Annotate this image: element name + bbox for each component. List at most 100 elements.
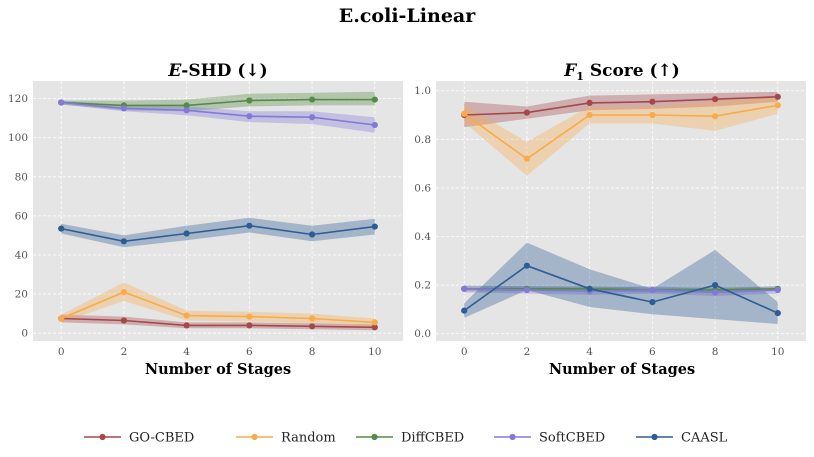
point-caasl (461, 307, 468, 314)
title-metric-f1: F (563, 61, 578, 81)
point-softcbed (309, 114, 316, 121)
y-tick-label: 0.0 (414, 328, 431, 340)
x-tick-label: 4 (586, 346, 593, 358)
legend-marker-diffcbed (371, 433, 378, 441)
x-tick-label: 0 (58, 346, 65, 358)
point-go-cbed (120, 317, 127, 324)
figure-title: E.coli-Linear (339, 5, 476, 27)
point-random (309, 315, 316, 322)
point-go-cbed (649, 98, 656, 105)
point-softcbed (523, 286, 531, 294)
x-tick-label: 10 (771, 346, 784, 358)
tick-labels-f1: 0.0 0.2 0.4 0.6 0.8 1.0 0 2 4 6 8 10 (414, 85, 784, 358)
point-caasl (523, 262, 531, 269)
point-caasl (58, 225, 65, 232)
y-tick-label: 60 (15, 210, 28, 222)
x-tick-label: 6 (649, 346, 656, 358)
point-random (523, 155, 531, 162)
x-axis-label-shd: Number of Stages (145, 361, 291, 378)
point-random (58, 315, 65, 322)
line-softcbed (61, 101, 375, 126)
band-caasl (464, 242, 778, 324)
x-axis-label-f1: Number of Stages (549, 361, 695, 378)
y-tick-label: 0.8 (414, 134, 431, 146)
line-diffcbed (61, 98, 375, 107)
point-random (183, 312, 190, 319)
x-tick-label: 6 (246, 346, 253, 358)
point-softcbed (371, 121, 378, 129)
point-go-cbed (246, 322, 253, 329)
point-caasl (774, 310, 781, 317)
point-go-cbed (774, 93, 781, 100)
point-diffcbed (371, 96, 378, 103)
y-tick-label: 120 (8, 93, 28, 105)
legend-label-random: Random (281, 431, 336, 446)
point-diffcbed (246, 97, 253, 104)
series-lines-f1 (461, 93, 781, 317)
point-random (649, 111, 656, 119)
point-go-cbed (371, 324, 378, 331)
x-tick-label: 8 (309, 346, 316, 358)
x-tick-label: 2 (121, 346, 128, 358)
band-go-cbed (464, 91, 778, 128)
point-go-cbed (712, 96, 719, 103)
point-softcbed (774, 286, 781, 294)
series-lines-shd (58, 96, 378, 331)
legend-marker-softcbed (509, 433, 516, 441)
point-diffcbed (183, 102, 190, 109)
legend-label-softcbed: SoftCBED (539, 431, 605, 446)
gridlines-f1 (436, 81, 806, 341)
point-softcbed (120, 105, 127, 112)
point-random (371, 319, 378, 326)
line-random (463, 104, 778, 160)
x-tick-label: 4 (183, 346, 190, 358)
point-diffcbed (309, 96, 316, 103)
legend-marker-random (251, 433, 258, 441)
point-go-cbed (183, 322, 190, 329)
line-random (60, 291, 375, 324)
tick-labels-shd: 0 20 40 60 80 100 120 0 2 4 6 8 10 (8, 93, 382, 358)
title-rest-shd: -SHD (↓) (181, 61, 267, 81)
y-tick-label: 100 (8, 132, 28, 144)
y-tick-label: 0.2 (414, 280, 431, 292)
y-tick-label: 0.4 (414, 231, 431, 243)
point-caasl (309, 231, 316, 238)
point-softcbed (712, 289, 719, 296)
panel-shd: 0 20 40 60 80 100 120 0 2 4 6 8 10 E-SHD (↓) Number … (8, 61, 403, 378)
panel-title-f1: F1 Score (↑) (563, 61, 680, 83)
title-rest-f1: Score (↑) (584, 61, 680, 81)
point-random (712, 113, 719, 120)
point-softcbed (246, 113, 253, 120)
point-softcbed (183, 107, 190, 114)
point-softcbed (649, 286, 656, 294)
legend-marker-go-cbed (99, 433, 106, 441)
point-caasl (586, 285, 593, 292)
x-tick-label: 10 (368, 346, 381, 358)
line-softcbed (464, 288, 778, 294)
gridlines-shd (33, 81, 403, 341)
point-random (586, 111, 593, 119)
point-caasl (246, 222, 253, 229)
point-caasl (371, 223, 378, 230)
y-tick-label: 20 (15, 289, 28, 301)
legend-label-go-cbed: GO-CBED (129, 431, 194, 446)
point-caasl (712, 282, 719, 289)
point-softcbed (461, 285, 468, 292)
y-tick-label: 0 (21, 328, 28, 340)
y-tick-label: 80 (15, 171, 28, 183)
point-random (246, 313, 253, 320)
legend: GO-CBED Random DiffCBED SoftCBED CAASL (84, 431, 728, 446)
title-metric-shd: E (167, 61, 182, 81)
y-tick-label: 40 (15, 249, 28, 261)
point-go-cbed (586, 99, 593, 106)
plot-area-shd (33, 81, 403, 341)
point-go-cbed (309, 323, 316, 330)
legend-label-caasl: CAASL (681, 431, 728, 446)
line-go-cbed (61, 317, 375, 329)
band-random (61, 282, 375, 327)
line-caasl (61, 224, 375, 243)
x-tick-label: 0 (461, 346, 468, 358)
point-random (461, 110, 468, 117)
y-tick-label: 1.0 (414, 85, 431, 97)
